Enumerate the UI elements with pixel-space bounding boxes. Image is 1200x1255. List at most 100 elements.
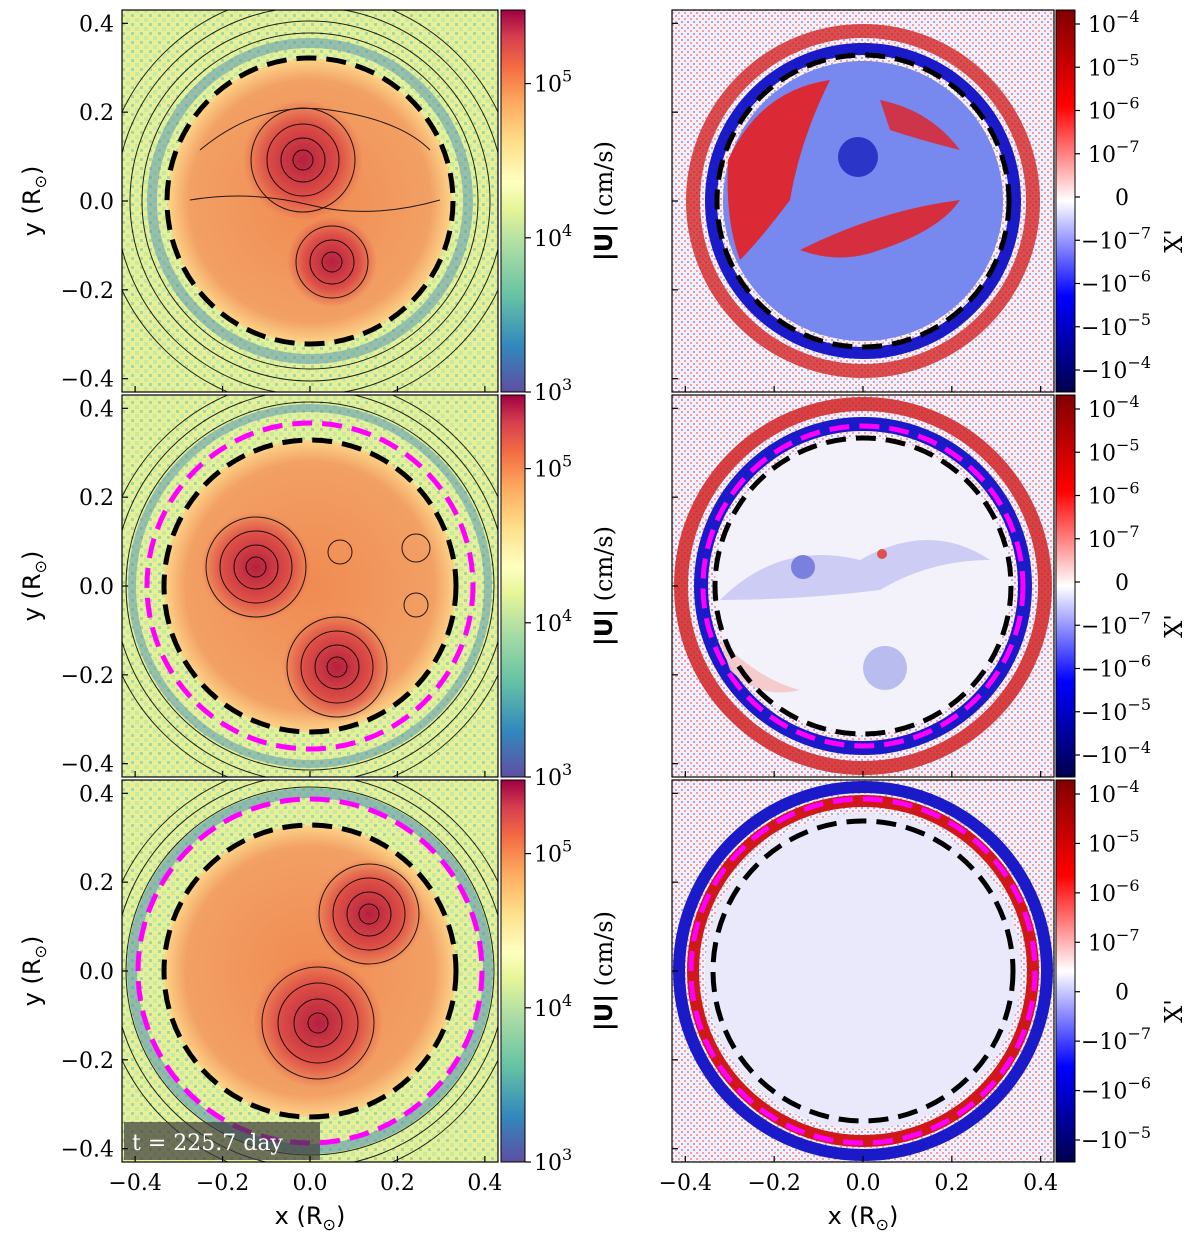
colorbar-tick-label: 105 [534, 67, 572, 98]
colorbar-tick-label: 10−5 [1088, 435, 1140, 466]
colorbar-tick-label: 104 [534, 991, 572, 1022]
core-fluctuation [705, 813, 1021, 1129]
streamlines [122, 10, 498, 392]
colorbar-tick-label: 10−6 [1088, 94, 1140, 125]
y-tick-label: −0.4 [61, 1138, 114, 1163]
colorbar-tick-label: −10−7 [1081, 1024, 1151, 1055]
x-tick-label: −0.4 [108, 1171, 161, 1196]
colorbar-tick-label: −10−5 [1081, 1123, 1151, 1154]
y-tick-label: 0.2 [79, 871, 114, 896]
time-annotation-box [124, 1122, 320, 1160]
colorbar-tick-label: 10−6 [1088, 876, 1140, 907]
colorbar-tick-label: 10−7 [1088, 925, 1140, 956]
x-tick-label: 0.0 [293, 1171, 328, 1196]
colorbar-tick-label: 103 [534, 760, 572, 791]
black-dashed-circle [710, 818, 1016, 1124]
y-axis-label: y (R⊙) [18, 936, 50, 1007]
vortex [287, 217, 377, 307]
x-tick-label: 0.0 [846, 1171, 881, 1196]
composition-panel-bottom [672, 780, 1054, 1162]
y-tick-label: −0.2 [61, 1049, 114, 1074]
colorbar-tick-label: 105 [534, 837, 572, 868]
y-tick-label: 0.0 [79, 960, 114, 985]
x-axis-label: x (R⊙) [828, 1202, 899, 1234]
streamlines [122, 395, 498, 777]
colorbar-tick-label: 0 [1115, 186, 1129, 211]
colorbar-tick-label: 10−4 [1088, 777, 1140, 808]
y-tick-label: 0.4 [79, 397, 114, 422]
colorbar-tick-label: −10−7 [1081, 223, 1151, 254]
colorbar-tick-label: 10−7 [1088, 522, 1140, 553]
x-tick-label: −0.2 [747, 1171, 800, 1196]
colorbar-label: |U| (cm/s) [590, 141, 618, 261]
black-dashed-circle [161, 822, 459, 1120]
y-tick-label: 0.4 [79, 782, 114, 807]
y-tick-label: −0.2 [61, 664, 114, 689]
black-dashed-circle [161, 437, 459, 735]
velocity-panel-top [122, 10, 498, 392]
colorbar-tick-label: −10−5 [1081, 695, 1151, 726]
colorbar-label: X' [1160, 999, 1188, 1023]
y-tick-label: 0.2 [79, 486, 114, 511]
time-annotation: t = 225.7 day [132, 1131, 283, 1156]
black-dashed-circle [164, 55, 456, 347]
composition-panel-middle [672, 395, 1054, 777]
x-tick-label: 0.2 [934, 1171, 969, 1196]
y-tick-label: 0.2 [79, 101, 114, 126]
composition-colorbar [1055, 394, 1076, 778]
colorbar-tick-label: 105 [534, 452, 572, 483]
y-tick-label: −0.4 [61, 753, 114, 778]
x-axis-label: x (R⊙) [275, 1202, 346, 1234]
magenta-dashed-circle [700, 423, 1026, 749]
colorbar-tick-label: −10−4 [1081, 738, 1151, 769]
colorbar-tick-label: 104 [534, 221, 572, 252]
vortex [282, 612, 392, 722]
colorbar-label: |U| (cm/s) [590, 526, 618, 646]
y-tick-label: 0.0 [79, 190, 114, 215]
magenta-dashed-circle [688, 796, 1038, 1146]
vortex [314, 859, 424, 969]
colorbar-label: X' [1160, 614, 1188, 638]
colorbar-tick-label: −10−6 [1081, 1074, 1151, 1105]
black-dashed-circle [714, 52, 1012, 350]
x-tick-label: −0.4 [659, 1171, 712, 1196]
composition-colorbar [1055, 779, 1076, 1163]
velocity-colorbar [500, 394, 526, 778]
colorbar-tick-label: −10−6 [1081, 652, 1151, 683]
y-axis-label: y (R⊙) [18, 551, 50, 622]
velocity-colorbar [500, 9, 526, 393]
vortex [253, 958, 383, 1088]
magenta-dashed-circle [144, 420, 476, 752]
colorbar-tick-label: 10−7 [1088, 137, 1140, 168]
colorbar-label: |U| (cm/s) [590, 911, 618, 1031]
x-tick-label: 0.2 [380, 1171, 415, 1196]
colorbar-tick-label: −10−4 [1081, 353, 1151, 384]
black-dashed-circle [712, 435, 1014, 737]
velocity-panel-bottom [122, 780, 498, 1162]
x-tick-label: 0.4 [467, 1171, 502, 1196]
composition-colorbar [1055, 9, 1076, 393]
y-tick-label: 0.0 [79, 575, 114, 600]
x-tick-label: 0.4 [1023, 1171, 1058, 1196]
colorbar-tick-label: 0 [1115, 571, 1129, 596]
colorbar-tick-label: −10−5 [1081, 310, 1151, 341]
colorbar-label: X' [1160, 229, 1188, 253]
velocity-colorbar [500, 779, 526, 1163]
colorbar-tick-label: 103 [534, 375, 572, 406]
colorbar-tick-label: 10−4 [1088, 392, 1140, 423]
colorbar-tick-label: 0 [1115, 981, 1129, 1006]
vortex [201, 512, 311, 622]
y-tick-label: 0.4 [79, 12, 114, 37]
y-tick-label: −0.2 [61, 279, 114, 304]
colorbar-tick-label: 103 [534, 1145, 572, 1176]
axis-labels-layer: 0.4 0.2 0.0 −0.2 −0.4 y (R⊙) 105 104 103 |U| (cm/… [18, 7, 1188, 1234]
colorbar-tick-label: 10−6 [1088, 479, 1140, 510]
colorbar-tick-label: 104 [534, 606, 572, 637]
colorbar-tick-label: 10−5 [1088, 50, 1140, 81]
velocity-panel-middle [122, 395, 498, 777]
colorbar-tick-label: 10−4 [1088, 7, 1140, 38]
composition-panel-top [672, 10, 1054, 392]
x-tick-label: −0.2 [196, 1171, 249, 1196]
colorbar-tick-label: −10−6 [1081, 267, 1151, 298]
